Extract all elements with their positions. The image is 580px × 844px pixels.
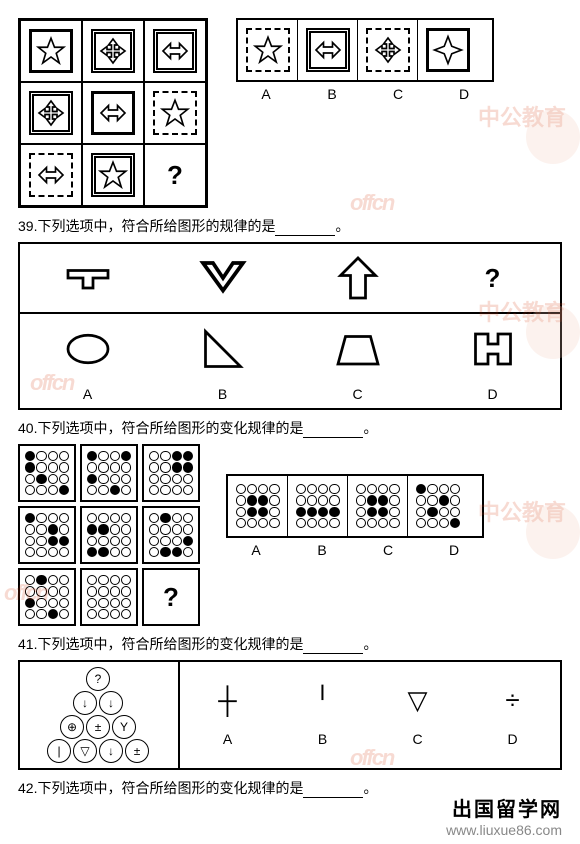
- q38-cell: [144, 20, 206, 82]
- label-b: B: [155, 384, 290, 408]
- q40-grid: ?: [18, 444, 200, 626]
- q40-cell: [18, 506, 76, 564]
- q40-cell: [80, 444, 138, 502]
- q40-option: [348, 476, 408, 536]
- q41-text: 41.下列选项中，符合所给图形的变化规律的是。: [18, 634, 562, 654]
- q40-option: [228, 476, 288, 536]
- q38-cell: ?: [144, 144, 206, 206]
- label-c: C: [358, 542, 418, 558]
- q40-options: [226, 474, 484, 538]
- q38-option: [358, 20, 418, 80]
- q39-top-cell: [155, 244, 290, 312]
- q40-cell: [80, 568, 138, 626]
- q41-option: ÷D: [465, 662, 560, 768]
- pyramid-circle: ±: [125, 739, 149, 763]
- pyramid-circle: ⊕: [60, 715, 84, 739]
- q38-cell: [20, 144, 82, 206]
- q40-cell: [18, 568, 76, 626]
- q40-cell: [18, 444, 76, 502]
- label-d: D: [425, 384, 560, 408]
- q41-option: ▽C: [370, 662, 465, 768]
- label-d: D: [434, 86, 494, 102]
- q40-options-wrap: A B C D: [226, 474, 484, 558]
- q38-cell: [82, 20, 144, 82]
- q38-cell: [20, 82, 82, 144]
- q38-option: [238, 20, 298, 80]
- q38-grid: ?: [18, 18, 208, 208]
- q41-pyramid: ?↓↓⊕±Y|▽↓±: [20, 662, 180, 768]
- q40-text: 40.下列选项中，符合所给图形的变化规律的是。: [18, 418, 562, 438]
- q38-cell: [144, 82, 206, 144]
- pyramid-circle: ±: [86, 715, 110, 739]
- q40-cell: [142, 506, 200, 564]
- q39-top-cell: [290, 244, 425, 312]
- q39-text: 39.下列选项中，符合所给图形的规律的是。: [18, 216, 562, 236]
- q41-box: ?↓↓⊕±Y|▽↓± ┼A╵B▽C÷D: [18, 660, 562, 770]
- label-d: D: [424, 542, 484, 558]
- q40-cell: ?: [142, 568, 200, 626]
- pyramid-circle: ?: [86, 667, 110, 691]
- q39-box: ? A B C D: [18, 242, 562, 410]
- pyramid-circle: ↓: [73, 691, 97, 715]
- label-c: C: [290, 384, 425, 408]
- q38-option: [298, 20, 358, 80]
- footer-url: www.liuxue86.com: [446, 822, 562, 838]
- q39-labels: A B C D: [20, 384, 560, 408]
- pyramid-circle: ↓: [99, 691, 123, 715]
- q39-bottom-cell: [290, 314, 425, 384]
- q40-cell: [142, 444, 200, 502]
- q41-option: ╵B: [275, 662, 370, 768]
- q39-bottom-row: [20, 314, 560, 384]
- pyramid-circle: ↓: [99, 739, 123, 763]
- q38-labels: A B C D: [236, 86, 494, 102]
- label-c: C: [368, 86, 428, 102]
- q39-top-cell: ?: [425, 244, 560, 312]
- q40-option: [408, 476, 468, 536]
- q38-options: [236, 18, 494, 82]
- q38-cell: [82, 82, 144, 144]
- pyramid-circle: Y: [112, 715, 136, 739]
- q40-option: [288, 476, 348, 536]
- label-a: A: [226, 542, 286, 558]
- q39-top-cell: [20, 244, 155, 312]
- q40-labels: A B C D: [226, 542, 484, 558]
- label-b: B: [302, 86, 362, 102]
- label-a: A: [236, 86, 296, 102]
- pyramid-circle: ▽: [73, 739, 97, 763]
- q38-options-wrap: A B C D: [236, 18, 494, 102]
- q38-block: ? A B C D: [18, 18, 562, 208]
- footer-site: 出国留学网: [446, 793, 562, 822]
- q38-cell: [82, 144, 144, 206]
- q38-option: [418, 20, 478, 80]
- q40-block: ? A B C D: [18, 444, 562, 626]
- q39-bottom-cell: [20, 314, 155, 384]
- q41-option: ┼A: [180, 662, 275, 768]
- footer: 出国留学网 www.liuxue86.com: [446, 793, 562, 838]
- q41-options: ┼A╵B▽C÷D: [180, 662, 560, 768]
- label-a: A: [20, 384, 155, 408]
- q40-cell: [80, 506, 138, 564]
- label-b: B: [292, 542, 352, 558]
- pyramid-circle: |: [47, 739, 71, 763]
- q39-bottom-cell: [155, 314, 290, 384]
- q39-bottom-cell: [425, 314, 560, 384]
- q38-cell: [20, 20, 82, 82]
- q39-top-row: ?: [20, 244, 560, 314]
